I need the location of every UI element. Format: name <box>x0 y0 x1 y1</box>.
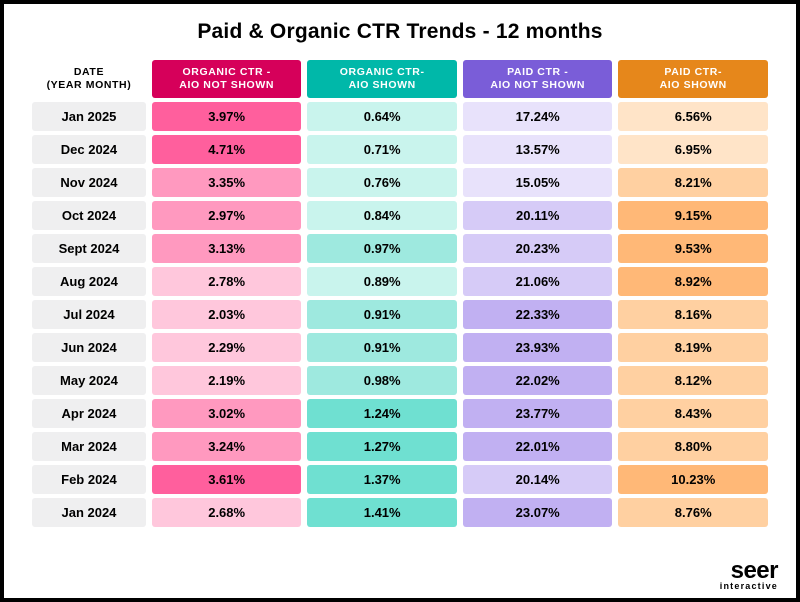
value-cell: 8.21% <box>618 168 768 197</box>
value-cell: 0.71% <box>307 135 457 164</box>
value-cell: 8.80% <box>618 432 768 461</box>
logo-brand-text: seer <box>720 560 778 582</box>
value-cell: 3.24% <box>152 432 302 461</box>
value-cell: 2.68% <box>152 498 302 527</box>
table-row: Aug 20242.78%0.89%21.06%8.92% <box>32 267 768 296</box>
value-cell: 2.97% <box>152 201 302 230</box>
date-cell: Aug 2024 <box>32 267 146 296</box>
value-cell: 20.14% <box>463 465 613 494</box>
value-cell: 3.97% <box>152 102 302 131</box>
value-cell: 3.13% <box>152 234 302 263</box>
value-cell: 8.76% <box>618 498 768 527</box>
value-cell: 1.24% <box>307 399 457 428</box>
table-row: Jan 20253.97%0.64%17.24%6.56% <box>32 102 768 131</box>
value-cell: 0.98% <box>307 366 457 395</box>
column-header-line2: AIO NOT SHOWN <box>467 79 609 92</box>
value-cell: 6.56% <box>618 102 768 131</box>
date-cell: Mar 2024 <box>32 432 146 461</box>
date-header-line2: (YEAR MONTH) <box>36 79 142 92</box>
value-cell: 13.57% <box>463 135 613 164</box>
column-header-0: ORGANIC CTR -AIO NOT SHOWN <box>152 60 302 98</box>
date-cell: Feb 2024 <box>32 465 146 494</box>
value-cell: 0.76% <box>307 168 457 197</box>
value-cell: 0.64% <box>307 102 457 131</box>
date-cell: May 2024 <box>32 366 146 395</box>
value-cell: 8.12% <box>618 366 768 395</box>
value-cell: 10.23% <box>618 465 768 494</box>
table-row: Apr 20243.02%1.24%23.77%8.43% <box>32 399 768 428</box>
value-cell: 20.23% <box>463 234 613 263</box>
column-header-line2: AIO SHOWN <box>622 79 764 92</box>
value-cell: 20.11% <box>463 201 613 230</box>
value-cell: 8.43% <box>618 399 768 428</box>
value-cell: 1.27% <box>307 432 457 461</box>
value-cell: 2.19% <box>152 366 302 395</box>
value-cell: 23.93% <box>463 333 613 362</box>
date-cell: Nov 2024 <box>32 168 146 197</box>
value-cell: 9.53% <box>618 234 768 263</box>
date-cell: Jun 2024 <box>32 333 146 362</box>
date-header-line1: DATE <box>36 66 142 79</box>
column-header-1: ORGANIC CTR-AIO SHOWN <box>307 60 457 98</box>
column-header-line2: AIO NOT SHOWN <box>156 79 298 92</box>
value-cell: 0.97% <box>307 234 457 263</box>
value-cell: 3.02% <box>152 399 302 428</box>
value-cell: 0.89% <box>307 267 457 296</box>
date-cell: Sept 2024 <box>32 234 146 263</box>
table-row: Nov 20243.35%0.76%15.05%8.21% <box>32 168 768 197</box>
value-cell: 2.29% <box>152 333 302 362</box>
value-cell: 8.19% <box>618 333 768 362</box>
date-cell: Jan 2025 <box>32 102 146 131</box>
value-cell: 0.84% <box>307 201 457 230</box>
column-header-2: PAID CTR -AIO NOT SHOWN <box>463 60 613 98</box>
value-cell: 0.91% <box>307 300 457 329</box>
value-cell: 22.01% <box>463 432 613 461</box>
column-header-3: PAID CTR-AIO SHOWN <box>618 60 768 98</box>
ctr-table: DATE(YEAR MONTH)ORGANIC CTR -AIO NOT SHO… <box>26 56 774 531</box>
date-cell: Dec 2024 <box>32 135 146 164</box>
column-header-line1: ORGANIC CTR- <box>311 66 453 79</box>
value-cell: 2.03% <box>152 300 302 329</box>
value-cell: 3.61% <box>152 465 302 494</box>
date-column-header: DATE(YEAR MONTH) <box>32 60 146 98</box>
value-cell: 2.78% <box>152 267 302 296</box>
value-cell: 1.41% <box>307 498 457 527</box>
value-cell: 17.24% <box>463 102 613 131</box>
value-cell: 4.71% <box>152 135 302 164</box>
date-cell: Jul 2024 <box>32 300 146 329</box>
table-row: Dec 20244.71%0.71%13.57%6.95% <box>32 135 768 164</box>
column-header-line2: AIO SHOWN <box>311 79 453 92</box>
value-cell: 23.77% <box>463 399 613 428</box>
table-row: May 20242.19%0.98%22.02%8.12% <box>32 366 768 395</box>
value-cell: 8.16% <box>618 300 768 329</box>
column-header-line1: ORGANIC CTR - <box>156 66 298 79</box>
table-row: Oct 20242.97%0.84%20.11%9.15% <box>32 201 768 230</box>
value-cell: 22.33% <box>463 300 613 329</box>
date-cell: Oct 2024 <box>32 201 146 230</box>
date-cell: Jan 2024 <box>32 498 146 527</box>
value-cell: 6.95% <box>618 135 768 164</box>
value-cell: 1.37% <box>307 465 457 494</box>
value-cell: 22.02% <box>463 366 613 395</box>
table-row: Sept 20243.13%0.97%20.23%9.53% <box>32 234 768 263</box>
value-cell: 8.92% <box>618 267 768 296</box>
value-cell: 23.07% <box>463 498 613 527</box>
value-cell: 15.05% <box>463 168 613 197</box>
table-row: Jul 20242.03%0.91%22.33%8.16% <box>32 300 768 329</box>
date-cell: Apr 2024 <box>32 399 146 428</box>
table-row: Jun 20242.29%0.91%23.93%8.19% <box>32 333 768 362</box>
value-cell: 21.06% <box>463 267 613 296</box>
column-header-line1: PAID CTR - <box>467 66 609 79</box>
table-row: Jan 20242.68%1.41%23.07%8.76% <box>32 498 768 527</box>
value-cell: 0.91% <box>307 333 457 362</box>
value-cell: 3.35% <box>152 168 302 197</box>
table-row: Mar 20243.24%1.27%22.01%8.80% <box>32 432 768 461</box>
table-row: Feb 20243.61%1.37%20.14%10.23% <box>32 465 768 494</box>
logo-sub-text: interactive <box>720 582 778 590</box>
chart-title: Paid & Organic CTR Trends - 12 months <box>26 20 774 44</box>
value-cell: 9.15% <box>618 201 768 230</box>
brand-logo: seer interactive <box>720 560 778 590</box>
column-header-line1: PAID CTR- <box>622 66 764 79</box>
